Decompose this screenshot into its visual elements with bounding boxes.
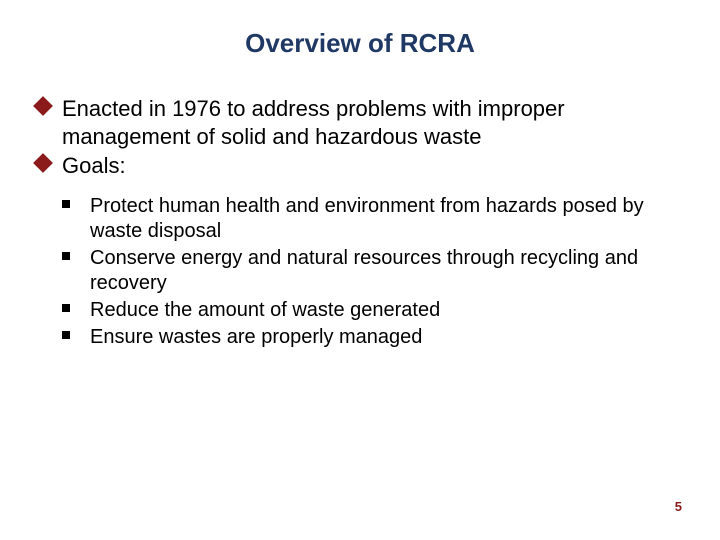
square-icon <box>62 252 70 260</box>
bullet-text: Enacted in 1976 to address problems with… <box>62 96 565 149</box>
sub-bullet-text: Reduce the amount of waste generated <box>90 299 440 321</box>
bullet-item: Enacted in 1976 to address problems with… <box>30 95 690 150</box>
slide-container: Overview of RCRA Enacted in 1976 to addr… <box>0 0 720 540</box>
sub-bullet-list: Protect human health and environment fro… <box>56 194 690 350</box>
diamond-icon <box>33 96 53 116</box>
main-bullet-list: Enacted in 1976 to address problems with… <box>30 95 690 180</box>
page-number: 5 <box>675 499 682 514</box>
square-icon <box>62 200 70 208</box>
sub-bullet-item: Reduce the amount of waste generated <box>56 298 690 323</box>
bullet-item: Goals: <box>30 152 690 180</box>
slide-title: Overview of RCRA <box>30 28 690 59</box>
sub-bullet-item: Conserve energy and natural resources th… <box>56 246 690 296</box>
square-icon <box>62 331 70 339</box>
square-icon <box>62 304 70 312</box>
sub-bullet-text: Ensure wastes are properly managed <box>90 326 422 348</box>
bullet-text: Goals: <box>62 153 126 178</box>
diamond-icon <box>33 153 53 173</box>
sub-bullet-item: Ensure wastes are properly managed <box>56 325 690 350</box>
sub-bullet-text: Conserve energy and natural resources th… <box>90 247 638 294</box>
sub-bullet-item: Protect human health and environment fro… <box>56 194 690 244</box>
sub-bullet-text: Protect human health and environment fro… <box>90 195 644 242</box>
